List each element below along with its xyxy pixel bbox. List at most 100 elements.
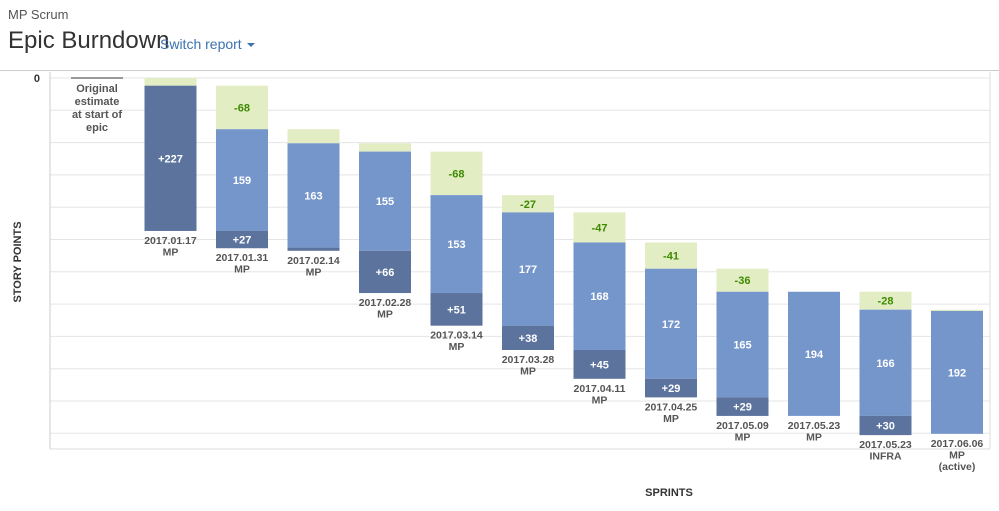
remaining-bar	[931, 310, 983, 434]
sprint-label: 2017.03.14	[430, 330, 483, 342]
sprint-label: 2017.05.23	[859, 439, 912, 451]
added-value-label: +29	[733, 402, 752, 414]
sprint-label: MP	[806, 431, 822, 443]
original-estimate-label: epic	[86, 122, 108, 134]
completed-bar	[573, 212, 626, 243]
added-bar	[144, 85, 197, 231]
completed-bar	[359, 143, 411, 152]
sprint-label: MP	[377, 309, 393, 321]
y-tick-label: 0	[34, 73, 40, 85]
sprint-label: MP	[163, 246, 179, 258]
remaining-value-label: 192	[948, 367, 966, 379]
completed-bar	[645, 242, 697, 269]
remaining-bar	[788, 291, 840, 416]
remaining-bar	[859, 309, 912, 416]
sprint-label: MP	[234, 264, 250, 276]
sprint-label: 2017.03.28	[502, 354, 555, 366]
remaining-value-label: 155	[376, 196, 394, 208]
completed-bar	[144, 78, 197, 86]
y-axis-title: STORY POINTS	[12, 221, 24, 302]
remaining-value-label: 166	[876, 358, 894, 370]
original-estimate-label: at start of	[72, 109, 122, 121]
added-bar	[716, 397, 769, 416]
sprint-label: 2017.01.17	[144, 235, 197, 247]
added-value-label: +227	[158, 153, 183, 165]
added-bar	[287, 247, 340, 251]
added-bar	[216, 230, 268, 249]
completed-value-label: -36	[735, 275, 751, 287]
added-bar	[645, 378, 697, 398]
sprint-label: MP	[592, 394, 608, 406]
added-value-label: +38	[519, 333, 538, 345]
sprint-label: 2017.02.14	[287, 255, 340, 267]
remaining-bar	[287, 143, 340, 248]
remaining-value-label: 163	[304, 190, 322, 202]
sprint-label: MP	[306, 266, 322, 278]
completed-bar	[287, 129, 340, 144]
remaining-value-label: 168	[590, 291, 608, 303]
sprint-label: 2017.06.06	[931, 438, 984, 450]
remaining-bar	[716, 291, 769, 398]
added-value-label: +27	[233, 235, 252, 247]
remaining-value-label: 159	[233, 175, 251, 187]
completed-value-label: -68	[234, 102, 250, 114]
remaining-value-label: 177	[519, 264, 537, 276]
added-bar	[430, 293, 483, 326]
added-value-label: +51	[447, 304, 466, 316]
completed-bar	[216, 85, 268, 130]
bars	[71, 77, 983, 436]
sprint-label: 2017.05.23	[788, 420, 841, 432]
added-bar	[502, 325, 554, 350]
added-value-label: +45	[590, 359, 609, 371]
remaining-bar	[573, 242, 626, 350]
remaining-bar	[430, 195, 483, 294]
axes: 0 STORY POINTS SPRINTS	[12, 72, 991, 499]
completed-value-label: -68	[449, 168, 465, 180]
sprint-label: (active)	[939, 461, 976, 473]
remaining-value-label: 172	[662, 319, 680, 331]
completed-bar	[931, 309, 983, 311]
page-title: Epic Burndown	[8, 27, 170, 54]
added-bar	[359, 250, 411, 294]
remaining-value-label: 165	[733, 340, 751, 352]
completed-value-label: -47	[592, 222, 608, 234]
sprint-label: MP	[520, 366, 536, 378]
sprint-label: 2017.01.31	[216, 252, 269, 264]
added-value-label: +66	[376, 267, 395, 279]
remaining-bar	[502, 212, 554, 326]
remaining-bar	[216, 129, 268, 231]
remaining-value-label: 153	[447, 239, 465, 251]
original-estimate-label: Original	[76, 83, 118, 95]
sprint-label: MP	[449, 341, 465, 353]
sprint-label: 2017.02.28	[359, 297, 412, 309]
sprint-label: MP	[663, 413, 679, 425]
sprint-label: INFRA	[869, 451, 901, 463]
project-name[interactable]: MP Scrum	[8, 7, 69, 22]
sprint-label: 2017.04.25	[645, 401, 698, 413]
completed-bar	[716, 268, 769, 292]
remaining-value-label: 194	[805, 349, 824, 361]
caret-down-icon[interactable]	[246, 43, 255, 48]
sprint-label: 2017.04.11	[574, 383, 626, 395]
sprint-label: MP	[949, 449, 965, 461]
added-value-label: +30	[876, 421, 895, 433]
sprint-label: 2017.05.09	[716, 420, 769, 432]
completed-value-label: -27	[520, 199, 536, 211]
completed-bar	[430, 151, 483, 196]
completed-bar	[859, 291, 912, 310]
added-bar	[859, 415, 912, 436]
remaining-bar	[359, 151, 411, 251]
completed-value-label: -28	[878, 296, 894, 308]
header-divider	[0, 70, 999, 71]
switch-report-dropdown[interactable]: Switch report	[160, 36, 255, 52]
completed-value-label: -41	[663, 251, 679, 263]
added-bar	[573, 350, 626, 379]
x-axis-title: SPRINTS	[645, 487, 693, 499]
switch-report-label[interactable]: Switch report	[160, 36, 242, 52]
sprint-label: MP	[735, 431, 751, 443]
remaining-bar	[645, 268, 697, 379]
completed-bar	[502, 195, 554, 213]
added-value-label: +29	[662, 383, 681, 395]
